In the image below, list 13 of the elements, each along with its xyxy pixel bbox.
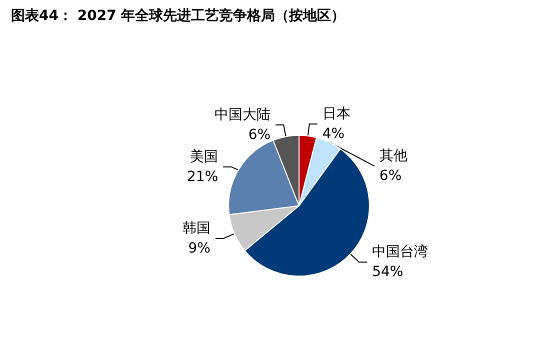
data-label: 9% [188, 240, 210, 256]
data-label: 54% [372, 264, 404, 280]
slice-label: 中国台湾 [372, 244, 428, 260]
chart-title: 图表44： 2027 年全球先进工艺竞争格局（按地区） [11, 7, 346, 24]
data-label: 6% [379, 168, 402, 184]
data-label: 21% [187, 168, 218, 185]
slice-label: 美国 [190, 148, 218, 165]
slice-label: 其他 [379, 148, 408, 164]
data-label: 6% [248, 126, 271, 143]
slice-label: 韩国 [182, 220, 210, 236]
slice-label: 中国大陆 [214, 106, 271, 123]
data-label: 4% [322, 126, 345, 142]
slice-label: 日本 [322, 106, 350, 122]
